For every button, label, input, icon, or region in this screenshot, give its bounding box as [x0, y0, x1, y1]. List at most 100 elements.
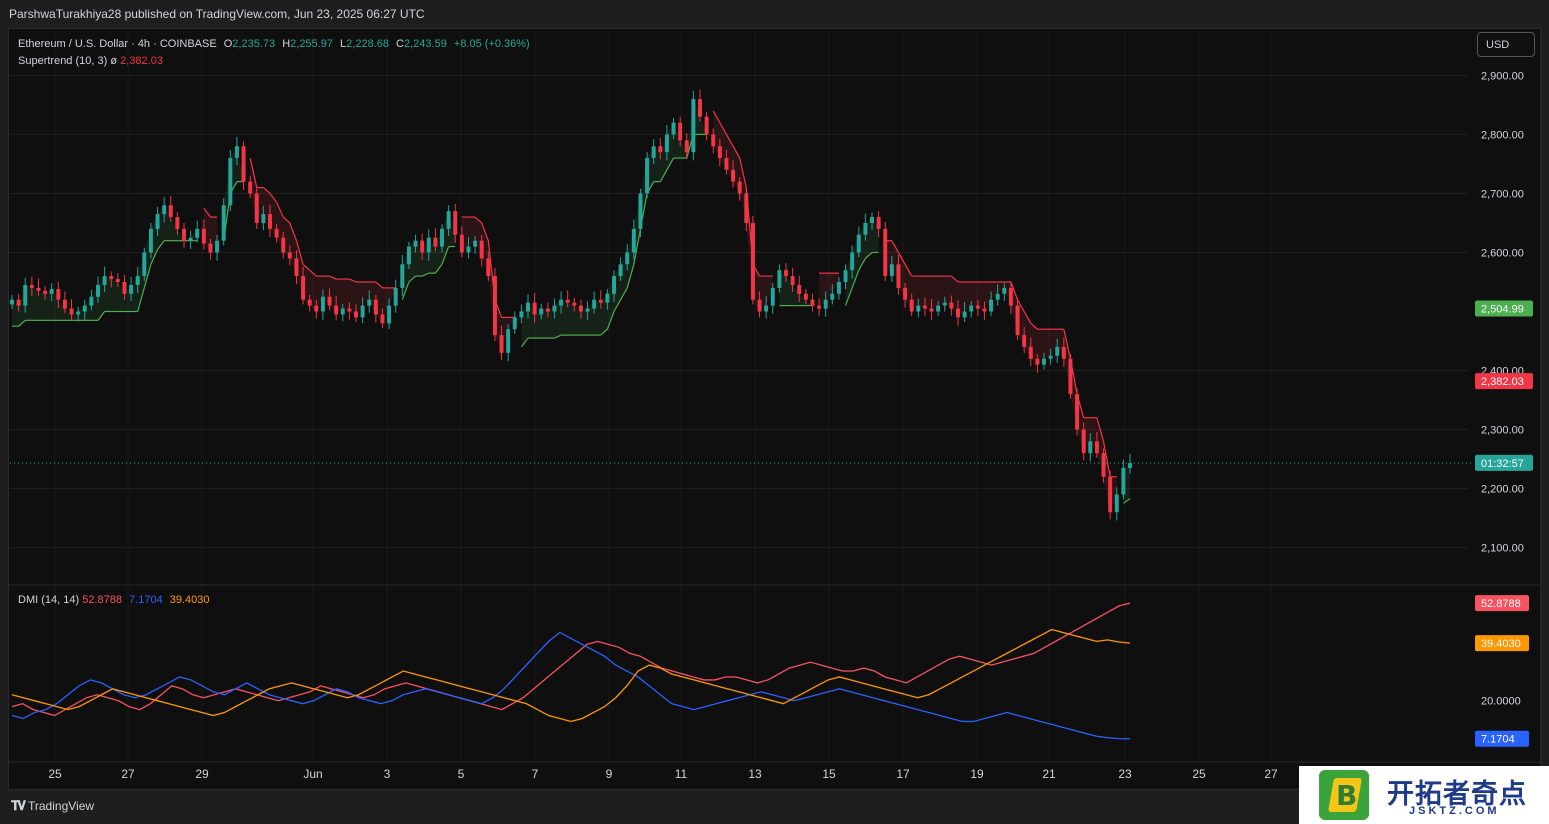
candle-body	[36, 287, 41, 291]
supertrend-fill	[567, 302, 575, 336]
candle-body	[565, 299, 570, 303]
supertrend-fill	[799, 293, 806, 306]
candle-body	[757, 299, 762, 312]
supertrend-symbol: ø	[110, 55, 118, 67]
candle-body	[69, 308, 74, 315]
candle-body	[215, 240, 220, 253]
candle-body	[29, 284, 34, 288]
candle-body	[387, 305, 392, 324]
candle-body	[704, 116, 709, 135]
candle-body	[148, 228, 153, 253]
chart-area[interactable]	[8, 28, 1541, 790]
date-tick-label: 15	[822, 767, 836, 781]
symbol-name[interactable]: Ethereum / U.S. Dollar · 4h · COINBASE	[18, 38, 217, 50]
minus-di-line	[11, 631, 1131, 740]
supertrend-line	[262, 187, 271, 194]
candle-body	[492, 276, 497, 336]
candle-body	[506, 329, 511, 353]
supertrend-fill	[547, 305, 555, 339]
currency-button[interactable]: USD	[1477, 32, 1535, 57]
candle-body	[764, 305, 769, 312]
candle-body	[208, 243, 213, 253]
candle-body	[16, 299, 21, 306]
candle-body	[982, 308, 987, 312]
candle-body	[1048, 355, 1053, 359]
supertrend-fill	[872, 217, 879, 253]
candle-body	[684, 140, 689, 153]
close-label: C	[396, 38, 404, 50]
candle-body	[1042, 358, 1046, 365]
candle-body	[836, 281, 841, 294]
candle-body	[1015, 305, 1020, 336]
candle-body	[512, 317, 517, 330]
dmi-tick-label: 20.0000	[1481, 696, 1521, 708]
candle-body	[96, 284, 100, 297]
supertrend-fill	[997, 281, 1005, 294]
supertrend-line	[851, 269, 860, 289]
candle-body	[1094, 441, 1099, 454]
candle-body	[1028, 346, 1033, 359]
supertrend-line	[666, 157, 675, 171]
watermark-title: 开拓者奇点	[1387, 779, 1527, 809]
date-tick-label: 27	[121, 767, 135, 781]
candle-body	[314, 305, 319, 312]
supertrend-line	[481, 222, 489, 241]
candle-body	[956, 308, 960, 318]
open-label: O	[223, 38, 233, 50]
candle-body	[499, 335, 504, 353]
candle-body	[393, 287, 398, 306]
supertrend-line	[1023, 311, 1032, 324]
supertrend-row[interactable]: Supertrend (10, 3) ø 2,382.03	[18, 53, 530, 70]
open-value: 2,235.73	[232, 38, 276, 50]
supertrend-line	[434, 263, 443, 274]
candle-body	[142, 252, 147, 277]
candle-body	[380, 314, 385, 324]
tradingview-brand[interactable]: 𝐓𝐕 TradingView	[11, 798, 94, 814]
candle-body	[155, 214, 160, 229]
dmi-tag	[1475, 635, 1529, 652]
supertrend-line	[474, 216, 483, 224]
supertrend-fill	[541, 308, 548, 339]
supertrend-line	[725, 134, 734, 147]
date-tick-label: 13	[748, 767, 762, 781]
supertrend-line	[401, 281, 410, 300]
supertrend-label: Supertrend (10, 3)	[18, 55, 108, 67]
supertrend-line	[864, 252, 873, 259]
candle-body	[466, 246, 471, 253]
supertrend-fill	[38, 290, 46, 321]
candle-body	[122, 281, 127, 294]
candle-body	[698, 99, 702, 117]
supertrend-line	[659, 169, 668, 182]
price-tick-label: 2,200.00	[1481, 484, 1524, 496]
watermark-subtitle: JSKTZ.COM	[1409, 805, 1500, 817]
supertrend-fill	[117, 281, 125, 312]
dmi-tag-text: 39.4030	[1481, 638, 1521, 650]
candle-body	[750, 222, 755, 300]
candle-body	[889, 264, 894, 277]
supertrend-line	[633, 228, 642, 265]
supertrend-line	[295, 240, 304, 265]
candle-body	[691, 99, 696, 153]
candle-body	[175, 217, 180, 229]
candle-body	[810, 299, 815, 306]
candle-body	[717, 146, 722, 159]
candle-body	[1075, 394, 1080, 430]
candle-body	[1108, 476, 1113, 513]
candle-body	[43, 290, 48, 294]
date-tick-label: 25	[48, 767, 62, 781]
candle-body	[433, 237, 438, 247]
supertrend-line	[626, 264, 635, 289]
candle-body	[261, 214, 266, 223]
plus-di-line	[11, 602, 1131, 717]
candle-body	[545, 308, 550, 312]
supertrend-line	[613, 299, 622, 312]
candle-body	[115, 279, 120, 282]
supertrend-line	[844, 287, 853, 306]
dmi-legend[interactable]: DMI (14, 14) 52.8788 7.1704 39.4030	[18, 594, 210, 606]
date-tick-label: 5	[458, 767, 465, 781]
price-tick-label: 2,800.00	[1481, 129, 1524, 141]
candle-body	[426, 237, 431, 253]
date-tick-label: Jun	[303, 767, 322, 781]
candle-body	[645, 158, 650, 194]
